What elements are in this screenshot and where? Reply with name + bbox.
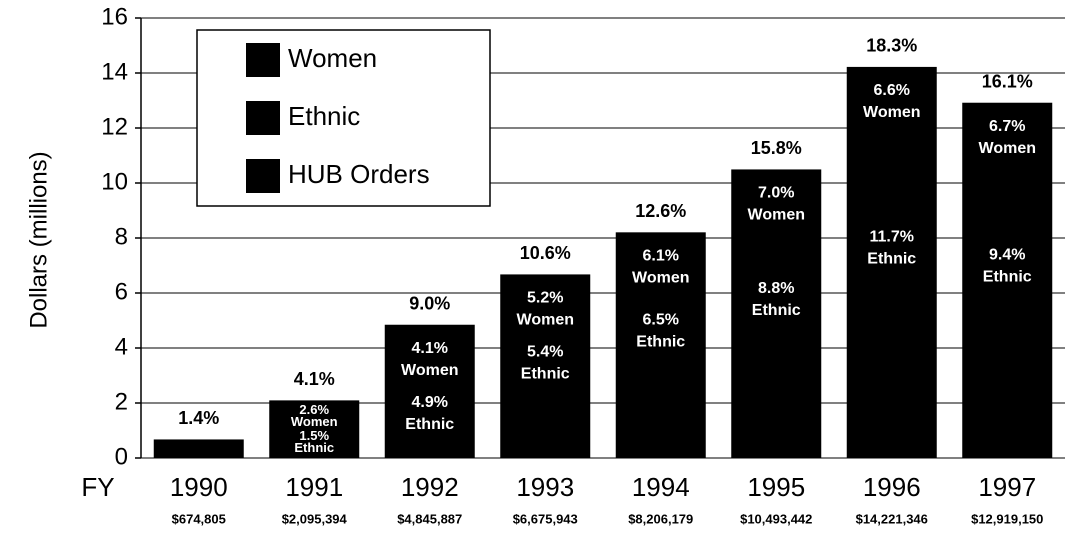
share-label: 4.1%: [294, 369, 335, 389]
ethnic-word: Ethnic: [294, 440, 334, 455]
ethnic-word: Ethnic: [752, 302, 801, 319]
bar: [962, 102, 1053, 458]
share-label: 1.4%: [178, 408, 219, 428]
ethnic-label: 11.7%: [870, 229, 914, 246]
share-label: 15.8%: [751, 138, 802, 158]
ethnic-label: 8.8%: [758, 280, 794, 297]
x-tick-label: 1997: [978, 472, 1036, 502]
x-tick-label: 1990: [170, 472, 228, 502]
x-prefix: FY: [81, 472, 114, 502]
share-label: 12.6%: [635, 201, 686, 221]
bar: [500, 274, 591, 458]
ethnic-label: 4.9%: [412, 394, 448, 411]
bar: [846, 66, 937, 458]
share-label: 16.1%: [982, 71, 1033, 91]
women-word: Women: [291, 414, 338, 429]
ethnic-label: 1.5%: [299, 428, 329, 443]
y-tick-label: 8: [115, 223, 128, 250]
women-word: Women: [979, 140, 1036, 157]
share-label: 10.6%: [520, 243, 571, 263]
x-tick-label: 1994: [632, 472, 690, 502]
y-tick-label: 0: [115, 443, 128, 470]
ethnic-word: Ethnic: [521, 366, 570, 383]
ethnic-label: 5.4%: [527, 344, 563, 361]
y-tick-label: 4: [115, 333, 128, 360]
value-label: $674,805: [172, 511, 226, 526]
ethnic-label: 9.4%: [989, 247, 1025, 264]
women-label: 4.1%: [412, 340, 448, 357]
value-label: $14,221,346: [856, 511, 928, 526]
women-label: 7.0%: [758, 185, 794, 202]
x-tick-label: 1996: [863, 472, 921, 502]
x-tick-label: 1995: [747, 472, 805, 502]
legend-label: Ethnic: [288, 101, 360, 131]
y-tick-label: 10: [101, 168, 128, 195]
y-tick-label: 12: [101, 113, 128, 140]
ethnic-word: Ethnic: [405, 416, 454, 433]
bar: [615, 232, 706, 458]
bar: [731, 169, 822, 458]
value-label: $4,845,887: [397, 511, 462, 526]
legend-swatch: [246, 43, 280, 77]
legend-box: [196, 29, 491, 207]
share-label: 18.3%: [866, 36, 917, 56]
ethnic-word: Ethnic: [867, 251, 916, 268]
y-tick-label: 2: [115, 388, 128, 415]
y-axis-label: Dollars (millions): [25, 151, 52, 328]
y-tick-label: 6: [115, 278, 128, 305]
women-label: 5.2%: [527, 290, 563, 307]
women-word: Women: [748, 207, 805, 224]
ethnic-word: Ethnic: [983, 269, 1032, 286]
women-word: Women: [401, 362, 458, 379]
x-tick-label: 1993: [516, 472, 574, 502]
share-label: 9.0%: [409, 293, 450, 313]
x-tick-label: 1991: [285, 472, 343, 502]
bar: [153, 439, 244, 458]
value-label: $2,095,394: [282, 511, 348, 526]
women-label: 6.6%: [874, 82, 910, 99]
y-tick-label: 14: [101, 58, 128, 85]
women-word: Women: [632, 270, 689, 287]
bar: [269, 400, 360, 458]
legend-swatch: [246, 159, 280, 193]
bar: [384, 324, 475, 458]
ethnic-label: 6.5%: [643, 311, 679, 328]
value-label: $10,493,442: [740, 511, 812, 526]
women-label: 6.1%: [643, 248, 679, 265]
ethnic-word: Ethnic: [636, 333, 685, 350]
legend-swatch: [246, 101, 280, 135]
y-tick-label: 16: [101, 3, 128, 30]
legend-label: Women: [288, 43, 377, 73]
value-label: $12,919,150: [971, 511, 1043, 526]
value-label: $6,675,943: [513, 511, 578, 526]
value-label: $8,206,179: [628, 511, 693, 526]
women-label: 2.6%: [299, 402, 329, 417]
women-label: 6.7%: [989, 118, 1025, 135]
women-word: Women: [863, 104, 920, 121]
legend-label: HUB Orders: [288, 159, 430, 189]
women-word: Women: [517, 312, 574, 329]
x-tick-label: 1992: [401, 472, 459, 502]
